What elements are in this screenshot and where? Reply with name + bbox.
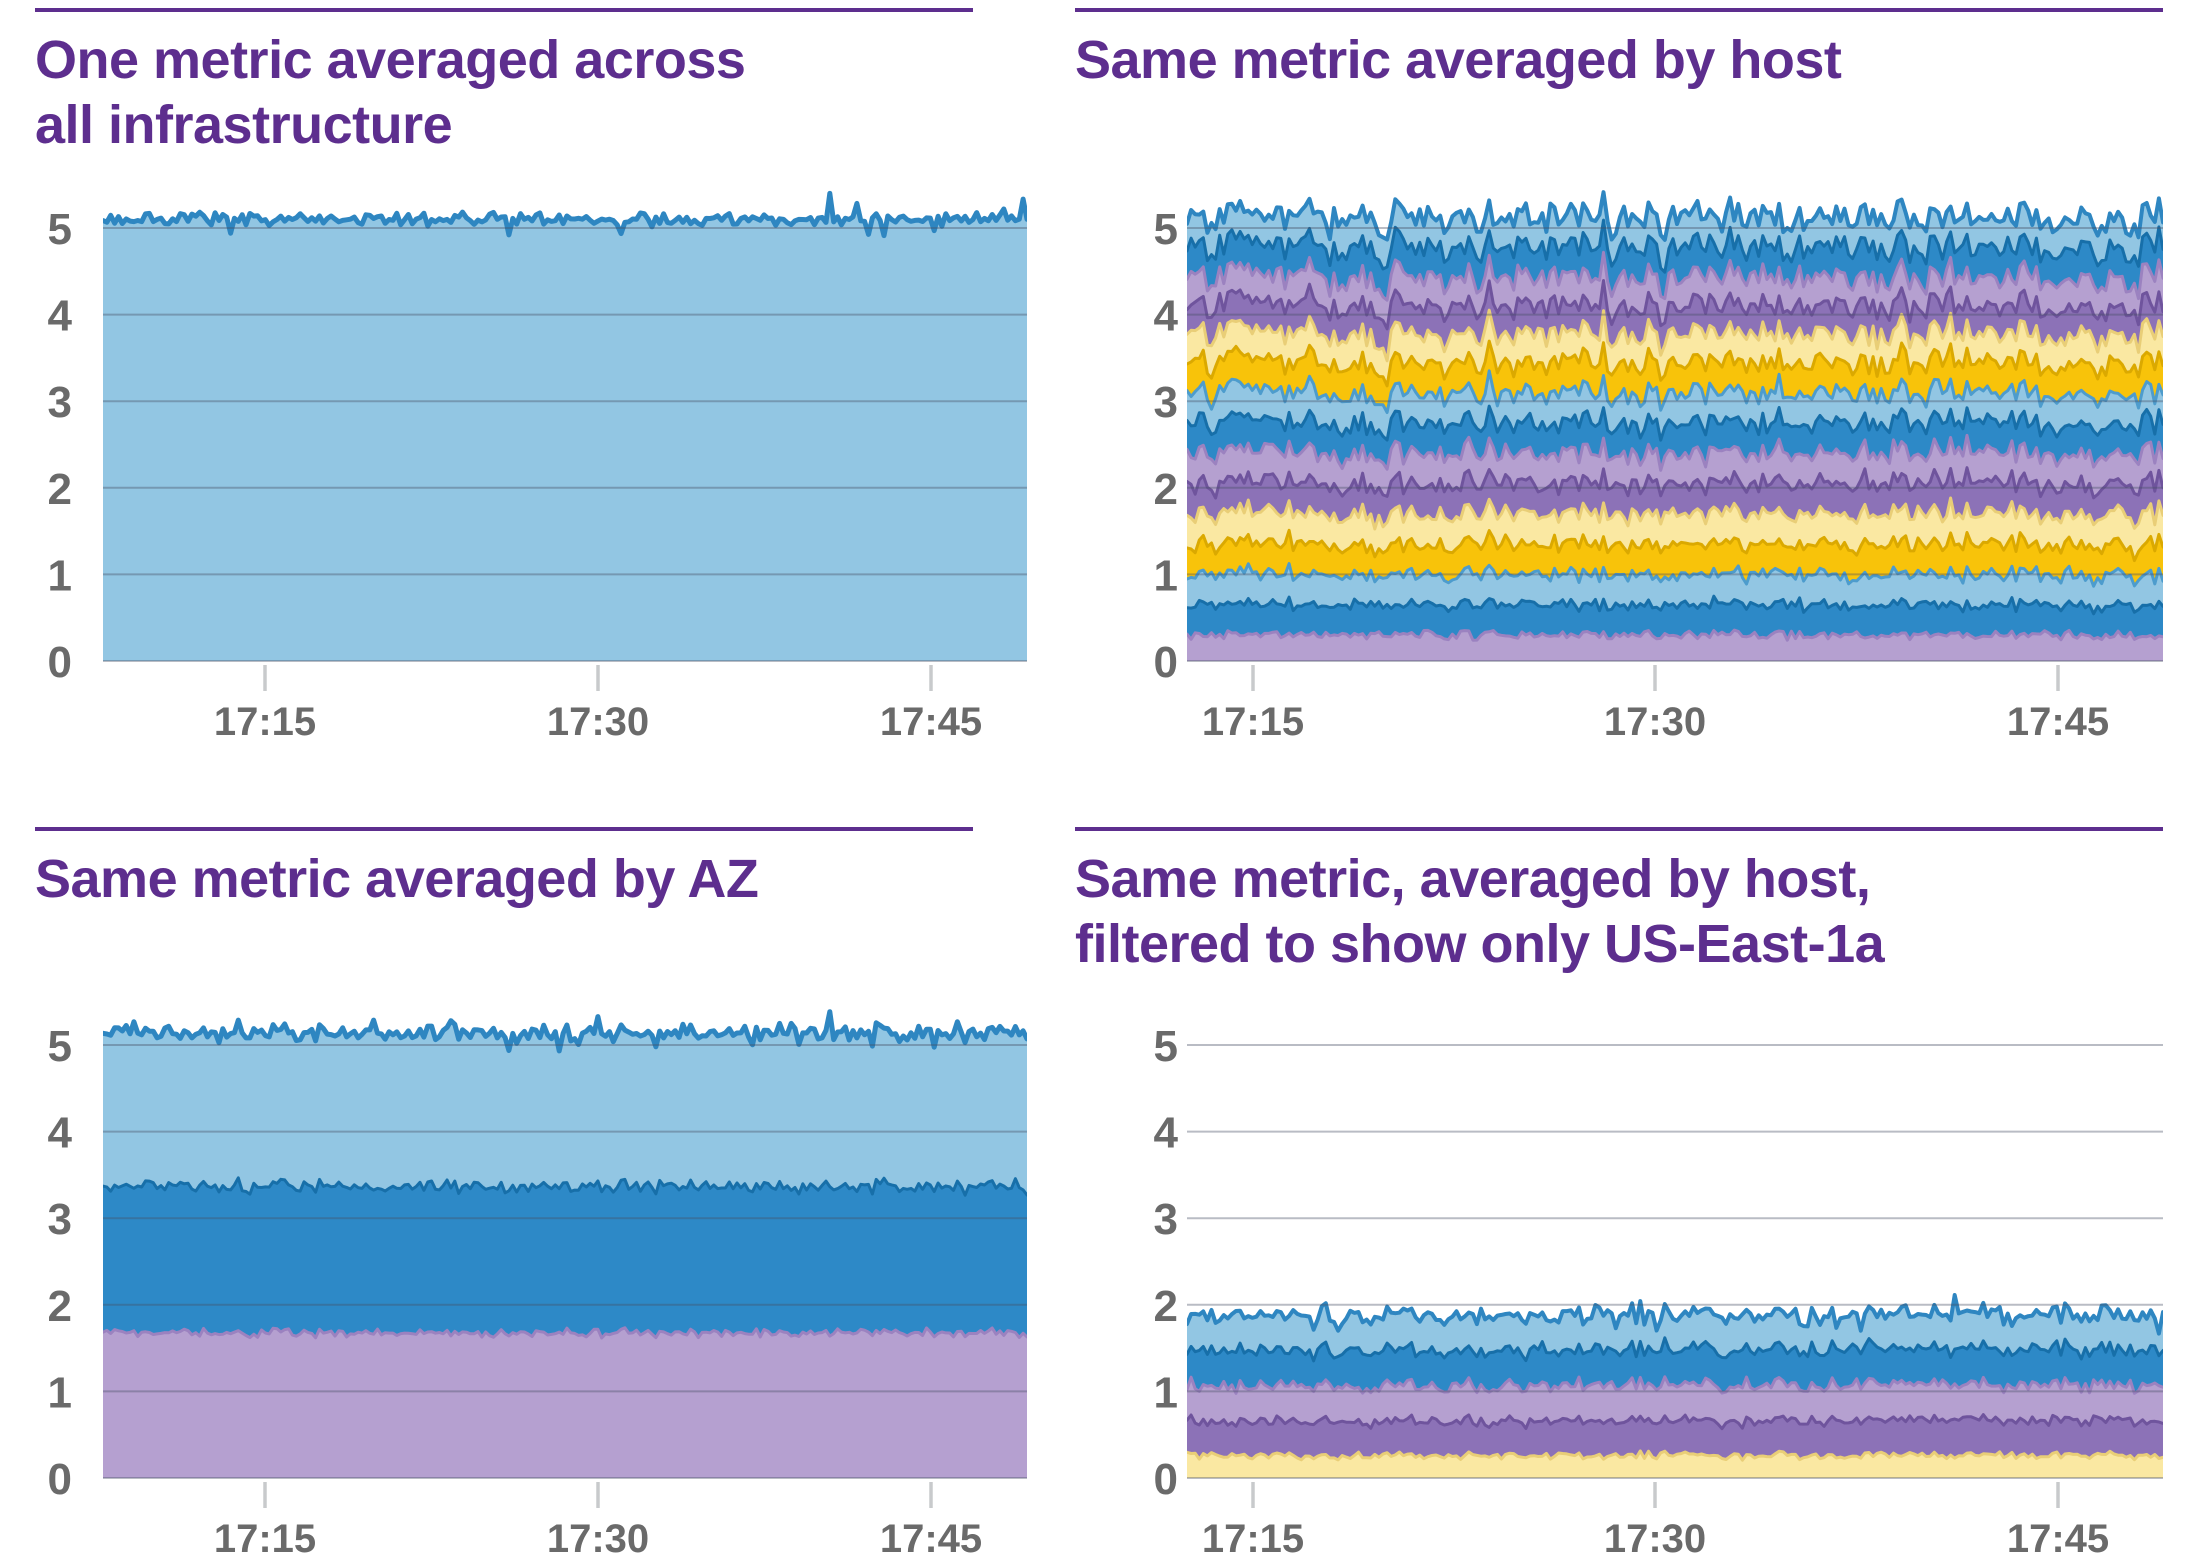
- band-edge-host-10: [1187, 339, 2163, 388]
- area-band-host-07: [1187, 1376, 2163, 1429]
- band-edge-host-05: [1187, 496, 2163, 531]
- band-edge-host-01: [1187, 628, 2163, 642]
- chart-avg-all-infrastructure: 0 1 2 3 4 5 17:15 17:30 17:45: [48, 190, 1027, 744]
- x-tick-label-17:45: 17:45: [880, 1517, 982, 1561]
- x-tick-label-17:45: 17:45: [2007, 1517, 2109, 1561]
- band-edge-host-04: [1187, 528, 2163, 563]
- area-band-host-12: [1187, 280, 2163, 361]
- y-tick-label-2: 2: [48, 1282, 72, 1331]
- band-edge-host-06: [1187, 466, 2163, 500]
- band-edge-host-12: [1187, 279, 2163, 331]
- y-tick-label-3: 3: [48, 1195, 72, 1244]
- series-top-line: [103, 190, 1027, 239]
- band-edge-host-14: [1187, 218, 2163, 274]
- area-band-host-02: [1187, 596, 2163, 641]
- area-band-host-07: [1187, 435, 2163, 498]
- x-tick-label-17:15: 17:15: [1202, 700, 1304, 744]
- y-tick-label-2: 2: [48, 465, 72, 514]
- series-top-line: [103, 1009, 1027, 1054]
- band-edge-host-07: [1187, 1375, 2163, 1395]
- band-edge-host-05: [1187, 1449, 2163, 1462]
- area-band-az-3: [103, 1011, 1027, 1196]
- y-tick-label-5: 5: [48, 1022, 72, 1071]
- title-rule-bottom-left: [35, 827, 973, 831]
- title-rule-bottom-right: [1075, 827, 2163, 831]
- y-tick-label-2: 2: [1154, 1282, 1178, 1331]
- x-tick-label-17:45: 17:45: [2007, 700, 2109, 744]
- y-tick-label-0: 0: [1154, 1455, 1178, 1504]
- y-tick-label-4: 4: [1154, 1109, 1179, 1158]
- plot-area: [1187, 190, 2163, 661]
- y-tick-label-4: 4: [1154, 292, 1179, 341]
- y-tick-label-0: 0: [48, 1455, 72, 1504]
- chart-title-avg-all: One metric averaged across all infrastru…: [35, 30, 746, 155]
- x-tick-label-17:45: 17:45: [880, 700, 982, 744]
- y-tick-label-5: 5: [48, 205, 72, 254]
- area-band-az-2: [103, 1177, 1027, 1338]
- x-tick-label-17:30: 17:30: [1604, 700, 1706, 744]
- plot-area: [103, 190, 1027, 661]
- y-tick-label-3: 3: [1154, 378, 1178, 427]
- area-band-host-11: [1187, 310, 2163, 386]
- y-tick-label-5: 5: [1154, 1022, 1178, 1071]
- chart-title-filtered: Same metric, averaged by host, filtered …: [1075, 849, 1885, 974]
- band-edge-host-09: [1187, 369, 2163, 414]
- x-tick-label-17:15: 17:15: [214, 700, 316, 744]
- band-edge-host-03: [1187, 562, 2163, 588]
- y-tick-label-5: 5: [1154, 205, 1178, 254]
- chart-title-by-az: Same metric averaged by AZ: [35, 849, 759, 909]
- y-tick-label-1: 1: [48, 551, 72, 600]
- band-edge-host-06: [1187, 1413, 2163, 1431]
- y-tick-label-2: 2: [1154, 465, 1178, 514]
- area-band-host-06: [1187, 1414, 2163, 1461]
- band-edge-az-2: [103, 1176, 1027, 1197]
- band-edge-host-07: [1187, 433, 2163, 472]
- plot-area: [1187, 1293, 2163, 1478]
- band-edge-host-13: [1187, 250, 2163, 302]
- y-tick-label-4: 4: [48, 292, 73, 341]
- plot-area: [103, 1009, 1027, 1478]
- area-band-host-08: [1187, 1337, 2163, 1394]
- y-tick-label-1: 1: [1154, 551, 1178, 600]
- chart-title-by-host: Same metric averaged by host: [1075, 30, 1842, 90]
- title-rule-top-left: [35, 8, 973, 12]
- band-edge-host-08: [1187, 404, 2163, 442]
- band-edge-host-02: [1187, 594, 2163, 616]
- x-tick-label-17:30: 17:30: [547, 1517, 649, 1561]
- y-tick-label-1: 1: [48, 1368, 72, 1417]
- chart-averaged-by-az: 0 1 2 3 4 5 17:15 17:30 17:45: [48, 1009, 1027, 1561]
- y-tick-label-4: 4: [48, 1109, 73, 1158]
- y-tick-label-0: 0: [1154, 638, 1178, 687]
- y-tick-label-0: 0: [48, 638, 72, 687]
- x-tick-label-17:30: 17:30: [1604, 1517, 1706, 1561]
- area-band-host-13: [1187, 252, 2163, 329]
- band-edge-az-1: [103, 1326, 1027, 1340]
- band-edge-host-08: [1187, 1336, 2163, 1363]
- area-band-host-05: [1187, 498, 2163, 561]
- x-tick-label-17:30: 17:30: [547, 700, 649, 744]
- area-band-az-1: [103, 1327, 1027, 1478]
- area-band-average of metric across all infrastructure: [103, 193, 1027, 661]
- y-tick-label-3: 3: [48, 378, 72, 427]
- area-band-host-09: [1187, 370, 2163, 441]
- title-rule-top-right: [1075, 8, 2163, 12]
- area-band-host-05: [1187, 1450, 2163, 1478]
- area-band-host-06: [1187, 467, 2163, 529]
- chart-filtered-us-east-1a: 0 1 2 3 4 5 17:15 17:30 17:45: [1154, 1022, 2163, 1561]
- y-tick-label-1: 1: [1154, 1368, 1178, 1417]
- x-tick-label-17:15: 17:15: [1202, 1517, 1304, 1561]
- x-tick-label-17:15: 17:15: [214, 1517, 316, 1561]
- series-top-line: [1187, 1293, 2163, 1336]
- chart-averaged-by-host: 0 1 2 3 4 5 17:15 17:30 17:45: [1154, 190, 2163, 744]
- series-top-line: [1187, 190, 2163, 242]
- area-band-host-01: [1187, 630, 2163, 661]
- y-tick-label-3: 3: [1154, 1195, 1178, 1244]
- band-edge-host-11: [1187, 308, 2163, 363]
